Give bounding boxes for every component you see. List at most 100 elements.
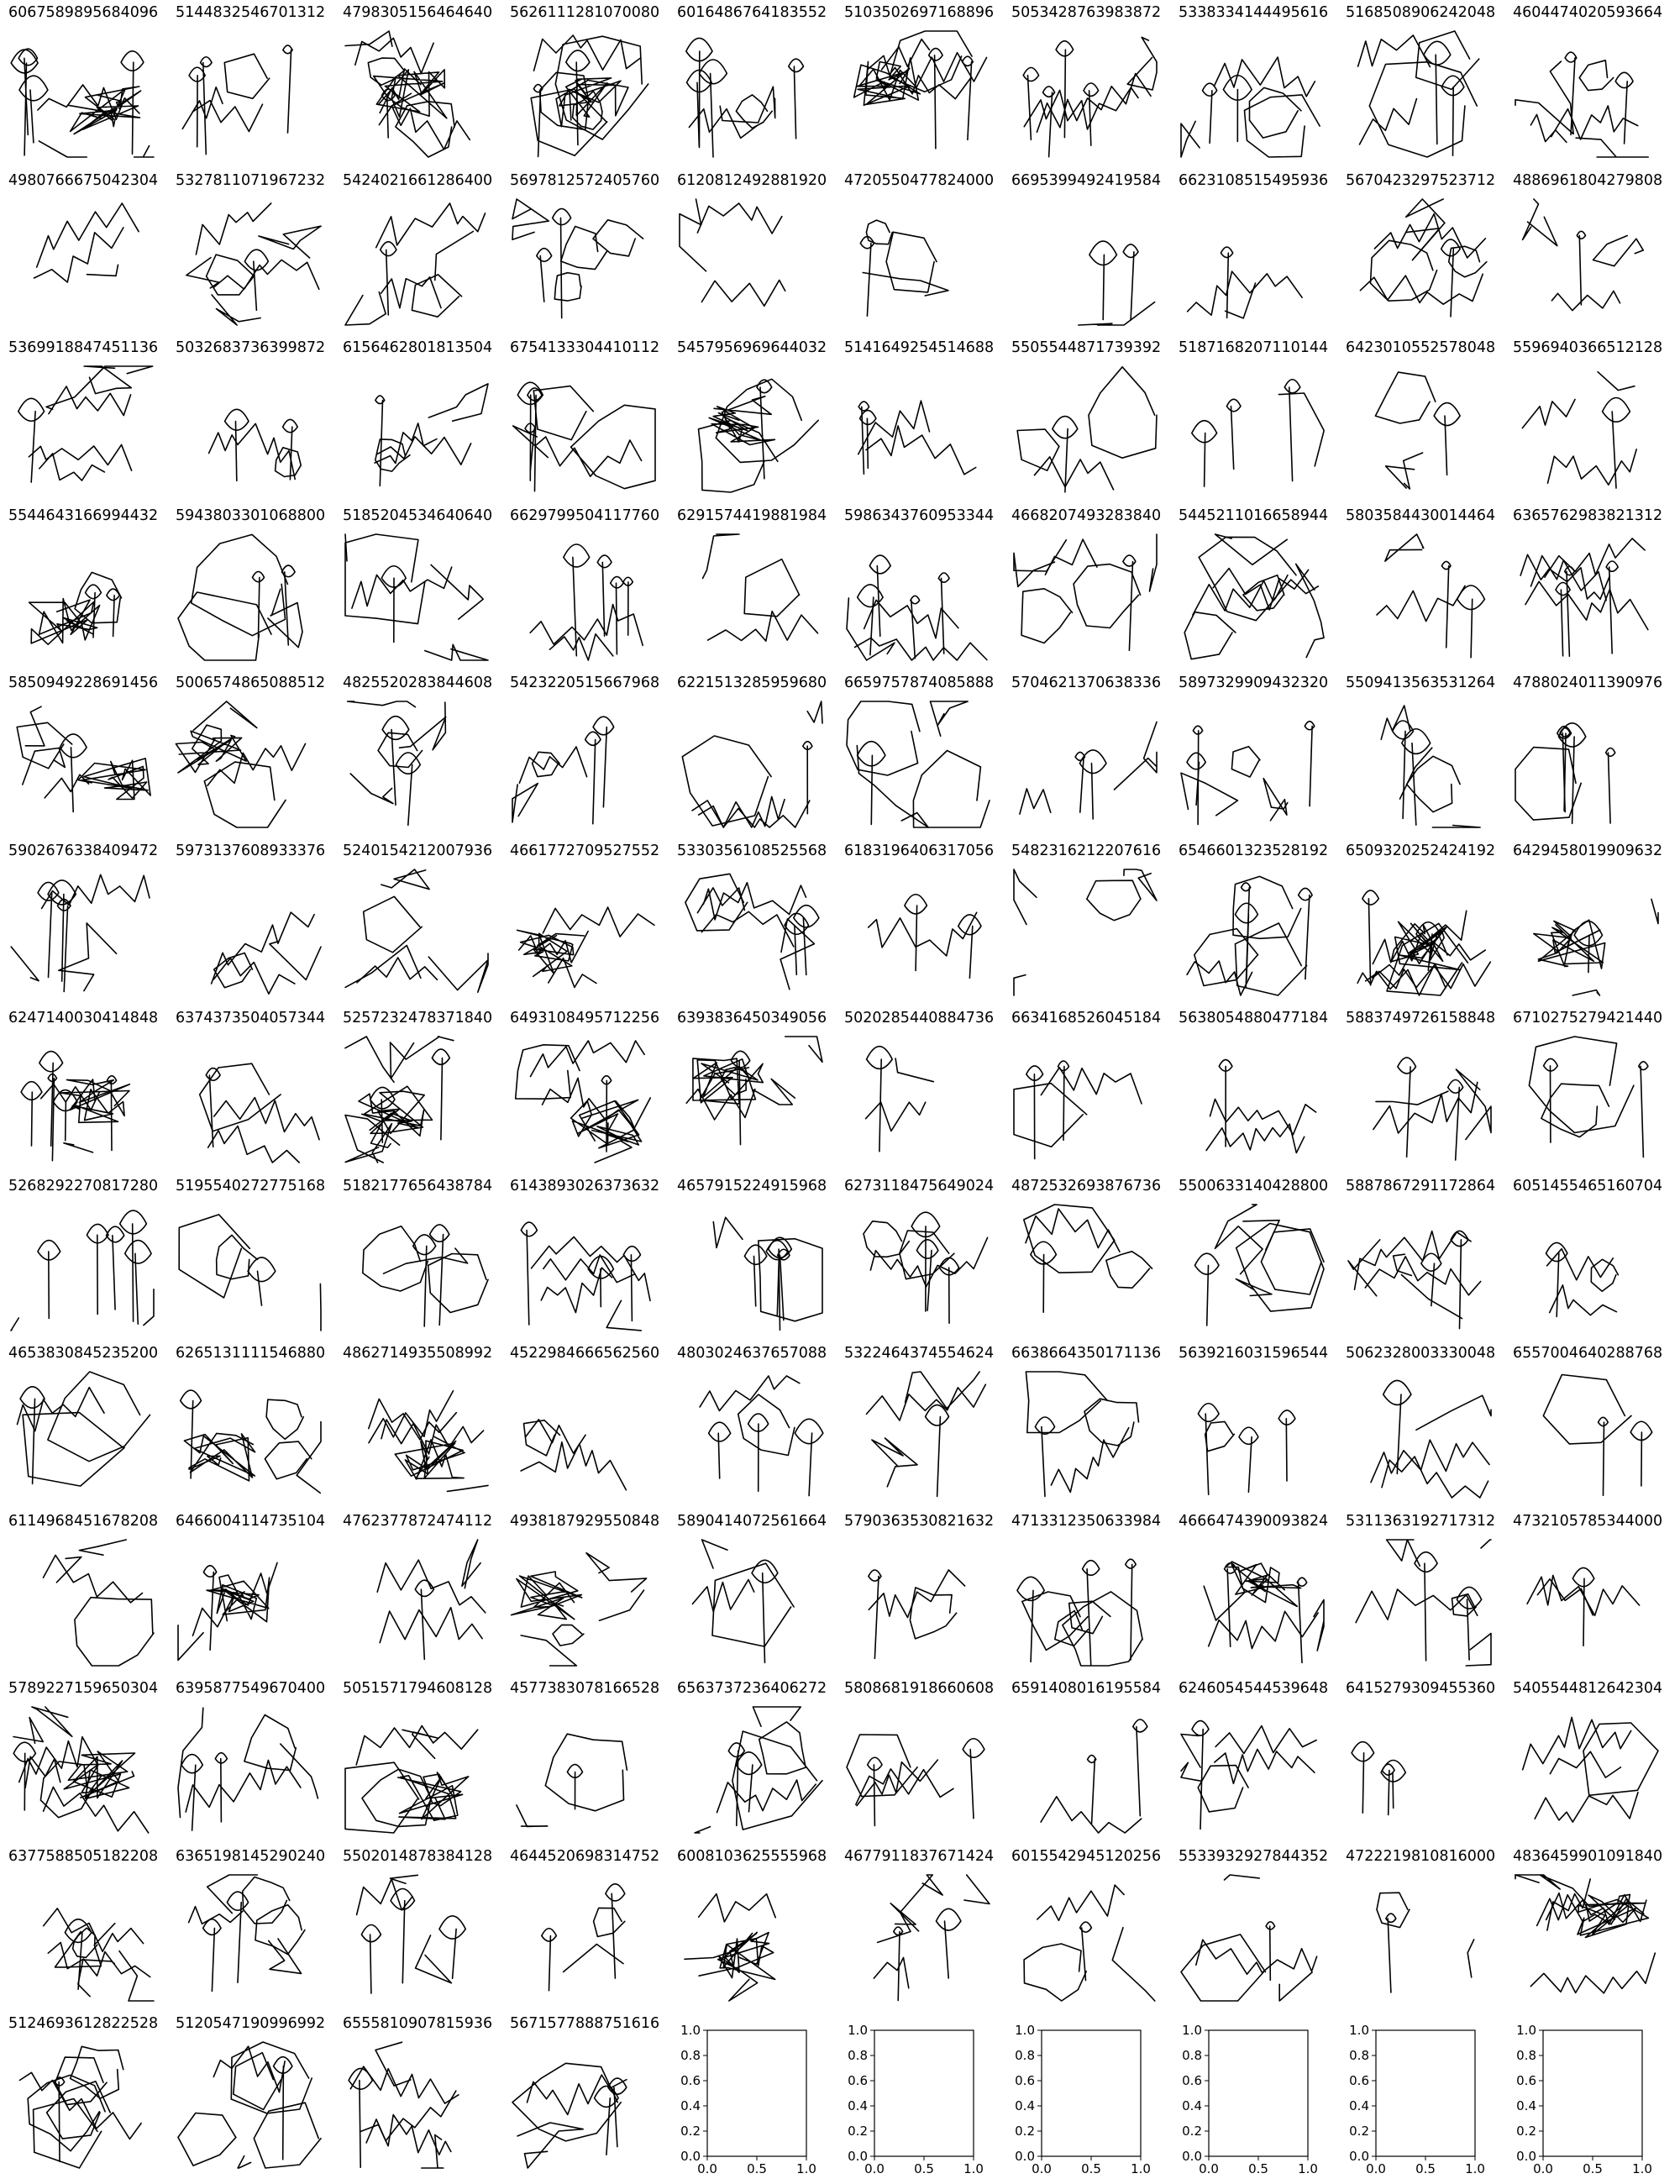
sketch-cell: 4661772709527552 [510, 842, 675, 998]
plants-cluster-sketch [348, 2041, 459, 2169]
sketch-cell: 5187168207110144 [1179, 339, 1343, 495]
axes-frame [1208, 2029, 1309, 2157]
sketch-id-label: 6365198145290240 [176, 1847, 326, 1865]
sketch-id-label: 5141649254514688 [844, 339, 995, 356]
axes-frame [706, 2029, 807, 2157]
sketch-cell: 6493108495712256 [510, 1009, 675, 1165]
axes-frame [1542, 2029, 1643, 2157]
sketch-id-label: 5638054880477184 [1179, 1010, 1329, 1026]
sketch-id-label: 6067589895684096 [8, 4, 159, 21]
flower-zigzag-sketch [1533, 898, 1659, 996]
sketch-id-label: 6659757874085888 [844, 675, 995, 691]
branches-sketch [512, 381, 656, 492]
sketch-id-label: 5257232478371840 [343, 1010, 493, 1026]
spiky-plants-sketch [1013, 1060, 1142, 1160]
sketch-cell: 5790363530821632 [844, 1512, 1009, 1668]
sketch-cell: 4713312350633984 [1011, 1512, 1176, 1668]
plant-stairs-sketch [1013, 868, 1158, 996]
sketch-cell: 6291574419881984 [677, 507, 842, 663]
sketch-cell: 4666474390093824 [1179, 1512, 1343, 1668]
sketch-id-label: 4872532693876736 [1011, 1177, 1162, 1194]
sketch-id-label: 4657915224915968 [677, 1177, 827, 1194]
flowers-in-box-sketch [1515, 51, 1649, 158]
empty-axes-plot: 0.0 0.2 0.4 0.6 0.8 1.0 0.0 0.5 1.0 [1015, 2023, 1151, 2176]
box-scribble-sketch [1374, 371, 1461, 490]
zigzag-lines-sketch [1078, 239, 1156, 326]
tree-cloud-sketch [1184, 533, 1325, 659]
sketch-cell: 5006574865088512 [175, 674, 340, 830]
y-tick-label: 0.2 [1516, 2124, 1536, 2139]
sketch-id-label: 5803584430014464 [1346, 507, 1496, 524]
sketch-id-label: 6120812492881920 [677, 171, 827, 189]
sketch-cell: 6246054544539648 [1179, 1679, 1343, 1835]
sketch-id-label: 5182177656438784 [343, 1177, 493, 1194]
zigzag-flower-sketch [1357, 30, 1480, 158]
hill-plants-sketch [1040, 1719, 1148, 1834]
shaded-blob-sketch [344, 30, 471, 158]
sketch-cell: 5020285440884736 [844, 1009, 1009, 1165]
x-tick-label: 0.5 [1415, 2161, 1436, 2176]
y-tick-label: 0.2 [848, 2124, 868, 2139]
sketch-id-label: 4825520283844608 [343, 675, 493, 691]
sketch-cell: 6509320252424192 [1346, 842, 1510, 998]
framed-face-sketch [13, 1706, 150, 1834]
sketch-id-label: 6423010552578048 [1346, 339, 1496, 356]
sketch-cell: 6365198145290240 [176, 1847, 340, 2003]
house-flowers-sketch [344, 1725, 479, 1834]
sketch-cell: 5120547190996992 [176, 2014, 340, 2171]
sketch-id-label: 5240154212007936 [343, 842, 493, 859]
tree-branch-sketch [685, 37, 805, 158]
y-tick-label: 0.8 [1182, 2048, 1202, 2063]
sketch-id-label: 6273118475649024 [844, 1177, 995, 1194]
y-tick-label: 0.0 [1182, 2149, 1202, 2164]
tall-grass-sketch [1380, 705, 1481, 828]
empty-axes-plot: 0.0 0.2 0.4 0.6 0.8 1.0 0.0 0.5 1.0 [1516, 2023, 1652, 2176]
sketch-id-label: 6393836450349056 [677, 1010, 827, 1026]
sketch-id-label: 6374373504057344 [176, 1010, 326, 1026]
plant-ramp-sketch [1013, 533, 1158, 651]
sketch-cell: 4653830845235200 [8, 1344, 173, 1500]
crown-plants-sketch [868, 1568, 966, 1659]
sketch-cell: 5803584430014464 [1346, 507, 1510, 663]
tree-flowers-3-sketch [42, 1907, 155, 2002]
sketch-cell: 6629799504117760 [510, 507, 675, 663]
sketch-cell: 5808681918660608 [844, 1679, 1009, 1835]
sketch-cell: 6051455465160704 [1513, 1177, 1677, 1333]
sketch-id-label: 6051455465160704 [1513, 1177, 1663, 1194]
sketch-id-label: 6591408016195584 [1011, 1680, 1162, 1697]
sketch-cell: 5502014878384128 [343, 1847, 507, 2003]
x-tick-label: 0.0 [1199, 2161, 1219, 2176]
sketch-cell: 6247140030414848 [8, 1009, 173, 1165]
y-tick-label: 0.4 [1182, 2098, 1202, 2113]
sketch-id-label: 6546601323528192 [1179, 842, 1329, 859]
flower-hills-sketch [16, 1371, 151, 1487]
sketch-id-label: 6114968451678208 [8, 1512, 159, 1530]
x-tick-label: 1.0 [963, 2161, 984, 2176]
sketch-id-label: 5120547190996992 [176, 2015, 326, 2032]
sketch-id-label: 5704621370638336 [1011, 675, 1162, 691]
y-tick-label: 0.0 [680, 2149, 701, 2164]
sketch-cell: 6393836450349056 [677, 1009, 842, 1165]
sketch-id-label: 4798305156464640 [343, 4, 493, 21]
sketch-id-label: 5890414072561664 [677, 1512, 827, 1530]
sketch-cell: 5890414072561664 [677, 1512, 842, 1668]
dense-scribble-sketch [374, 383, 489, 487]
sketch-id-label: 5330356108525568 [677, 842, 827, 859]
sketch-id-label: 6015542945120256 [1011, 1847, 1162, 1865]
sketch-cell: 5671577888751616 [510, 2014, 675, 2171]
sketch-id-label: 6710275279421440 [1513, 1010, 1663, 1026]
sketch-cell: 5986343760953344 [844, 507, 1009, 663]
sketch-cell: 5032683736399872 [176, 339, 340, 495]
y-tick-label: 1.0 [1349, 2023, 1369, 2038]
sketch-cell: 5369918847451136 [8, 339, 173, 495]
sketch-cell: 5327811071967232 [176, 171, 340, 328]
sketch-cell: 4980766675042304 [8, 171, 173, 328]
sketch-cell: 5509413563531264 [1346, 674, 1510, 830]
sketch-id-label: 6291574419881984 [677, 507, 827, 524]
x-tick-label: 1.0 [1632, 2161, 1652, 2176]
tree-flowers-2-sketch [867, 893, 982, 979]
sketch-cell: 5626111281070080 [510, 3, 675, 160]
sketch-id-label: 5032683736399872 [176, 339, 326, 356]
sketch-id-label: 4522984666562560 [510, 1345, 660, 1362]
sketch-cell: 5887867291172864 [1346, 1177, 1510, 1333]
